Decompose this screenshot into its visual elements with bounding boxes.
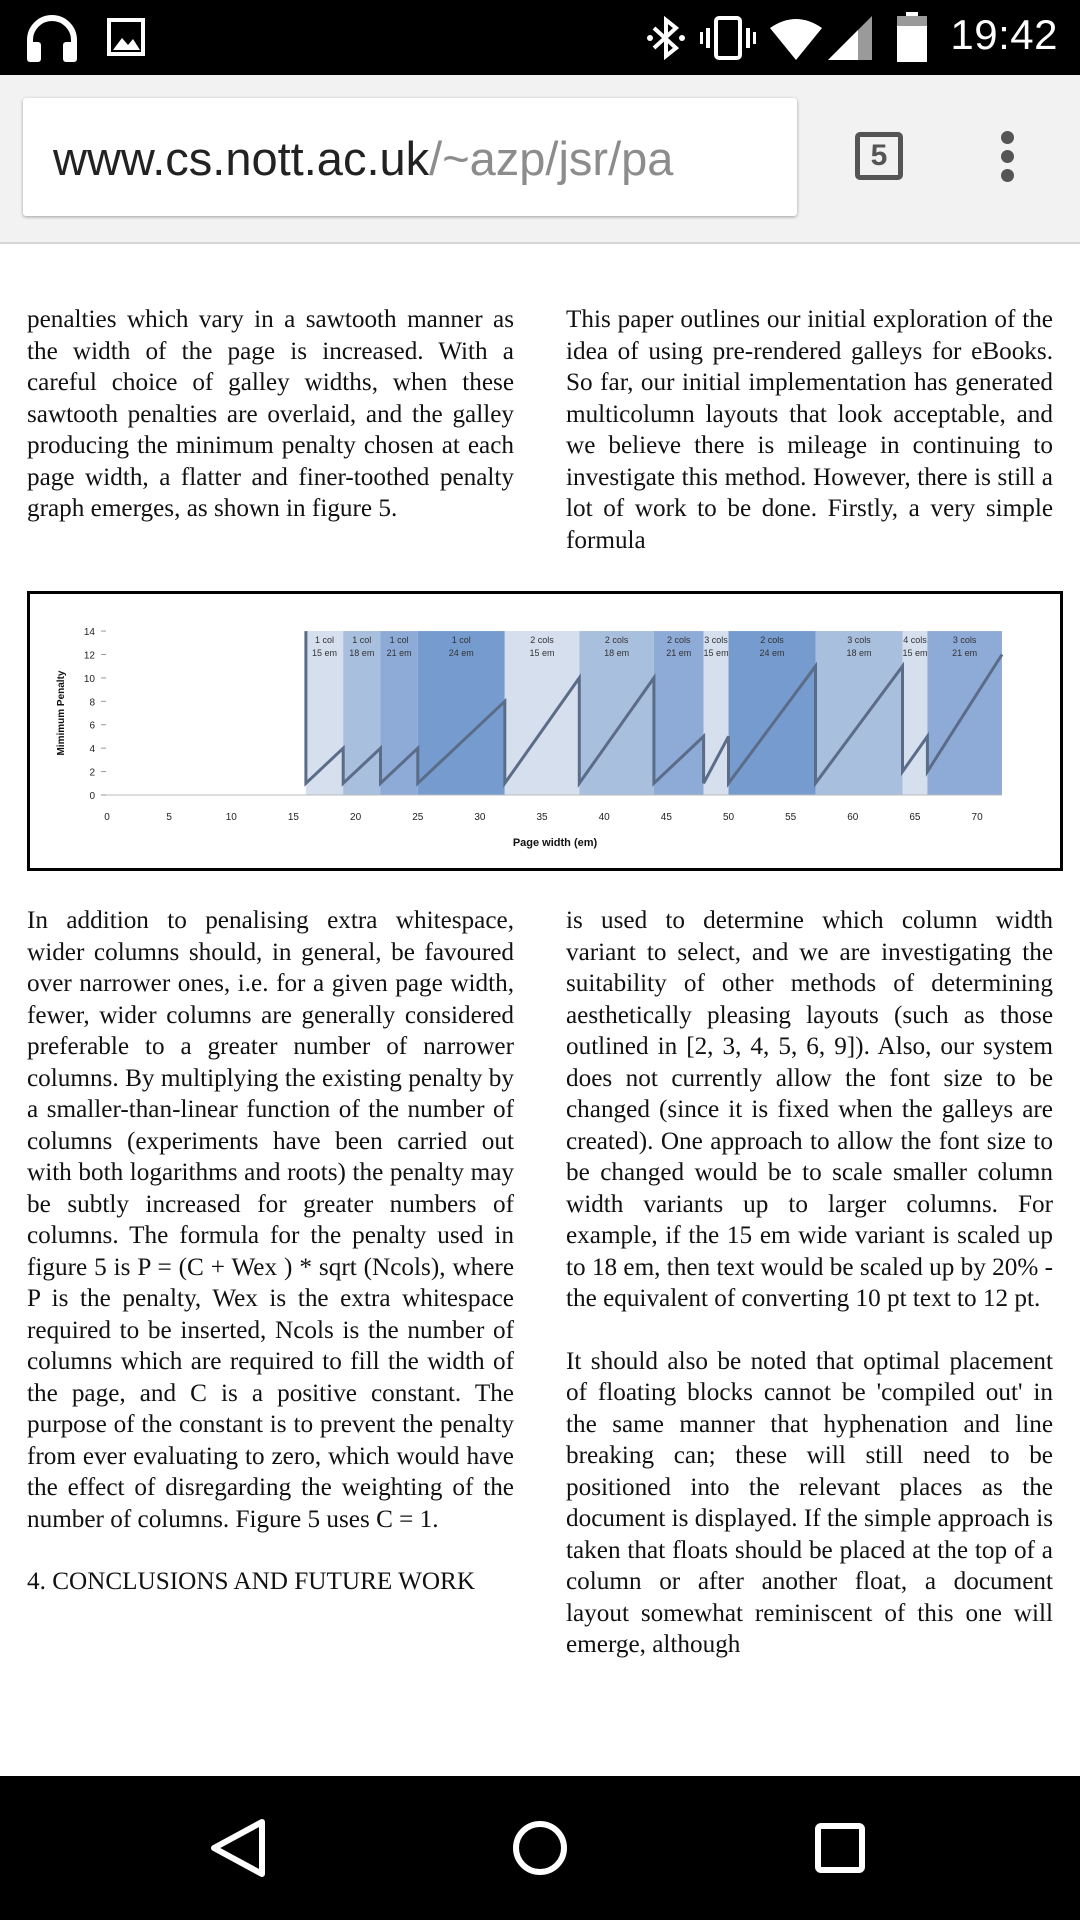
band-label: 18 em — [847, 648, 872, 658]
band-label: 2 cols — [667, 635, 691, 645]
y-tick-label: 14 — [84, 627, 96, 638]
wifi-icon — [770, 18, 822, 65]
band-label: 15 em — [530, 648, 555, 658]
figure-5-chart: 1 col 15 em 1 col 18 em 1 col 21 em 1 col 24 em… — [27, 591, 1063, 871]
x-tick-label: 5 — [166, 812, 172, 823]
y-tick-label: 10 — [84, 674, 96, 685]
y-tick-label: 0 — [89, 791, 95, 802]
band-label: 2 cols — [530, 635, 554, 645]
x-tick-label: 30 — [474, 812, 486, 823]
x-tick-label: 40 — [599, 812, 611, 823]
band-6 — [653, 631, 704, 795]
url-bar[interactable]: www.cs.nott.ac.uk/~azp/jsr/pa — [23, 98, 797, 216]
y-tick-label: 12 — [84, 650, 96, 661]
url-path: /~azp/jsr/pa — [429, 132, 674, 185]
band-label: 3 cols — [953, 635, 977, 645]
paragraph: penalties which vary in a sawtooth manne… — [27, 306, 514, 522]
browser-toolbar: www.cs.nott.ac.uk/~azp/jsr/pa 5 — [0, 75, 1080, 244]
image-icon — [107, 18, 145, 61]
vibrate-icon — [700, 16, 756, 65]
left-column-top: penalties which vary in a sawtooth manne… — [27, 304, 514, 525]
band-label: 1 col — [315, 635, 334, 645]
paragraph: is used to determine which column width … — [566, 907, 1053, 1312]
x-tick-label: 65 — [909, 812, 921, 823]
recents-icon[interactable] — [780, 1776, 900, 1920]
paragraph: In addition to penalising extra whitespa… — [27, 907, 514, 1533]
y-tick-label: 6 — [89, 721, 95, 732]
x-tick-label: 20 — [350, 812, 362, 823]
document-page: penalties which vary in a sawtooth manne… — [0, 244, 1080, 1776]
band-8 — [728, 631, 816, 795]
x-tick-label: 10 — [226, 812, 238, 823]
paragraph: This paper outlines our initial explorat… — [566, 306, 1053, 554]
band-label: 18 em — [349, 648, 374, 658]
x-tick-label: 60 — [847, 812, 859, 823]
band-label: 15 em — [902, 648, 927, 658]
y-tick-label: 4 — [89, 744, 95, 755]
band-label: 24 em — [759, 648, 784, 658]
y-tick-label: 8 — [89, 697, 95, 708]
overflow-menu-icon[interactable] — [999, 131, 1015, 183]
band-label: 2 cols — [605, 635, 629, 645]
x-tick-label: 45 — [661, 812, 673, 823]
band-9 — [815, 631, 903, 795]
right-column-top: This paper outlines our initial explorat… — [566, 304, 1053, 556]
penalty-chart: 1 col 15 em 1 col 18 em 1 col 21 em 1 col 24 em… — [56, 627, 1004, 849]
x-tick-label: 25 — [412, 812, 424, 823]
headphones-icon — [24, 14, 80, 69]
back-icon[interactable] — [180, 1776, 300, 1920]
x-tick-label: 15 — [288, 812, 300, 823]
x-tick-label: 35 — [536, 812, 548, 823]
navigation-bar — [0, 1776, 1080, 1920]
band-label: 2 cols — [760, 635, 784, 645]
band-label: 21 em — [952, 648, 977, 658]
status-bar: 19:42 — [0, 0, 1080, 75]
left-column-bottom: In addition to penalising extra whitespa… — [27, 905, 514, 1598]
series-line-0 — [304, 631, 1004, 789]
home-icon[interactable] — [480, 1776, 600, 1920]
x-tick-label: 50 — [723, 812, 735, 823]
url-text[interactable]: www.cs.nott.ac.uk/~azp/jsr/pa — [53, 131, 673, 186]
band-label: 15 em — [704, 648, 729, 658]
tab-switcher-button[interactable]: 5 — [855, 132, 903, 180]
band-label: 18 em — [604, 648, 629, 658]
x-tick-label: 70 — [972, 812, 984, 823]
band-label: 15 em — [312, 648, 337, 658]
url-host: www.cs.nott.ac.uk — [53, 132, 430, 185]
band-label: 24 em — [449, 648, 474, 658]
band-label: 3 cols — [704, 635, 728, 645]
band-7 — [703, 631, 729, 795]
right-column-bottom: is used to determine which column width … — [566, 905, 1053, 1661]
band-label: 4 cols — [903, 635, 927, 645]
x-tick-label: 55 — [785, 812, 797, 823]
band-label: 1 col — [452, 635, 471, 645]
band-label: 21 em — [387, 648, 412, 658]
band-label: 1 col — [352, 635, 371, 645]
x-axis-label: Page width (em) — [513, 837, 598, 849]
battery-icon — [897, 12, 927, 67]
section-heading: 4. CONCLUSIONS AND FUTURE WORK — [27, 1568, 476, 1595]
paragraph: It should also be noted that optimal pla… — [566, 1347, 1053, 1659]
band-label: 21 em — [666, 648, 691, 658]
clock: 19:42 — [950, 11, 1058, 58]
band-label: 3 cols — [847, 635, 871, 645]
band-label: 1 col — [390, 635, 409, 645]
y-tick-label: 2 — [89, 768, 95, 779]
bluetooth-icon — [646, 15, 686, 65]
y-axis-label: Mimimum Penalty — [56, 670, 67, 755]
x-tick-label: 0 — [104, 812, 110, 823]
signal-icon — [828, 16, 872, 65]
